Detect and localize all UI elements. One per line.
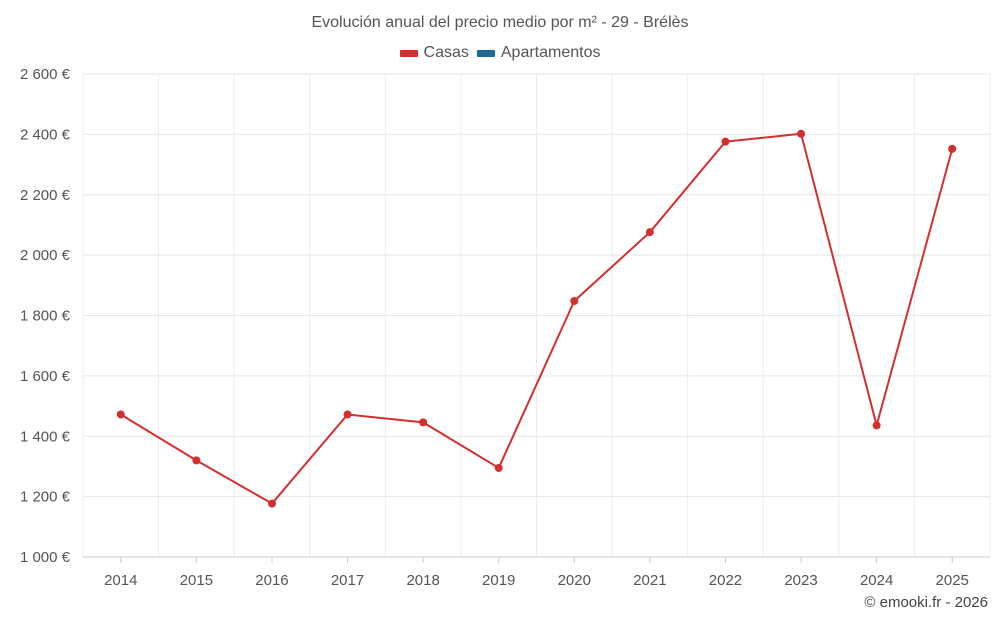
y-tick-label: 1 200 € <box>20 489 71 506</box>
data-point <box>419 418 428 427</box>
y-tick-label: 2 200 € <box>20 187 71 204</box>
x-tick-label: 2018 <box>406 572 439 589</box>
series-line-0 <box>120 132 954 505</box>
x-tick-label: 2015 <box>180 572 213 589</box>
x-tick-label: 2017 <box>331 572 364 589</box>
data-point <box>494 463 503 472</box>
x-tick-label: 2022 <box>709 572 742 589</box>
x-tick-label: 2020 <box>558 572 591 589</box>
data-point <box>192 456 201 465</box>
y-tick-label: 2 400 € <box>20 126 71 143</box>
y-tick-label: 1 400 € <box>20 428 71 445</box>
data-point <box>343 410 352 419</box>
data-point <box>872 421 881 430</box>
x-tick-label: 2014 <box>104 572 137 589</box>
y-tick-label: 1 600 € <box>20 368 71 385</box>
x-tick-label: 2025 <box>936 572 969 589</box>
legend: Casas Apartamentos <box>0 44 1000 62</box>
credit-text: © emooki.fr - 2026 <box>864 594 988 611</box>
legend-swatch-apartamentos <box>476 49 495 57</box>
legend-item-casas[interactable]: Casas <box>399 44 469 62</box>
y-tick-label: 2 600 € <box>20 66 71 83</box>
data-point <box>721 137 730 146</box>
x-tick-label: 2016 <box>255 572 288 589</box>
legend-label-casas: Casas <box>423 44 469 61</box>
data-point <box>948 144 957 153</box>
data-point <box>645 228 654 237</box>
data-point <box>570 297 579 306</box>
y-tick-label: 2 000 € <box>20 247 71 264</box>
x-tick-label: 2024 <box>860 572 893 589</box>
x-tick-label: 2023 <box>784 572 817 589</box>
data-point <box>797 129 806 138</box>
chart-title: Evolución anual del precio medio por m² … <box>311 14 689 31</box>
y-tick-label: 1 800 € <box>20 308 71 325</box>
legend-label-apartamentos: Apartamentos <box>500 44 601 61</box>
x-tick-label: 2021 <box>633 572 666 589</box>
data-point <box>267 499 276 508</box>
data-point <box>116 410 125 419</box>
legend-item-apartamentos[interactable]: Apartamentos <box>476 44 601 62</box>
x-tick-label: 2019 <box>482 572 515 589</box>
legend-swatch-casas <box>399 49 418 57</box>
y-tick-label: 1 000 € <box>20 549 71 566</box>
